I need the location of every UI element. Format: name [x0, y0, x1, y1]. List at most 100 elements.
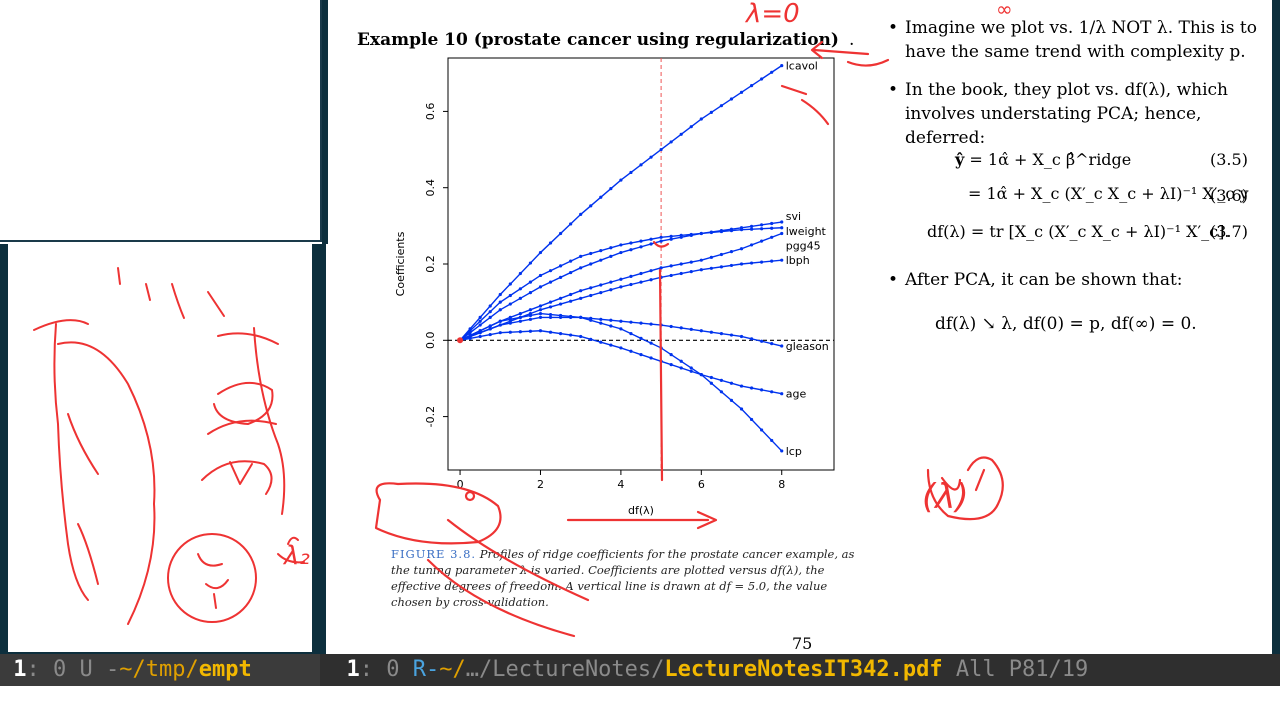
series-point-lbph — [689, 270, 693, 274]
modeline-right[interactable]: 1: 0 R-~/…/LectureNotes/LectureNotesIT34… — [320, 654, 1280, 686]
series-point-pgg45 — [659, 266, 663, 270]
series-point-lweight — [528, 291, 533, 295]
series-point-lweight — [589, 262, 593, 266]
window-number: 1 — [346, 657, 360, 682]
series-point-pgg45 — [629, 274, 633, 278]
page-position: All P81/19 — [942, 657, 1089, 682]
caption-lead: FIGURE 3.8. — [391, 547, 477, 561]
ink-side-note: λ₂ — [282, 541, 310, 571]
y-tick-label: 0.4 — [424, 179, 437, 197]
series-point-gleason — [488, 327, 492, 331]
series-point-lcavol — [508, 282, 512, 286]
series-point-lweight — [619, 250, 623, 255]
series-point-lbph — [538, 308, 543, 312]
series-point-age — [739, 384, 744, 388]
series-point-pgg45 — [558, 296, 563, 300]
caption-body: Profiles of ridge coefficients for the p… — [391, 547, 855, 609]
pdf-page[interactable] — [328, 0, 1272, 654]
series-point-age — [639, 353, 643, 357]
series-point-lweight — [699, 231, 703, 236]
series-point-lbph — [709, 266, 713, 270]
series-point-lcavol — [548, 241, 553, 245]
window-divider[interactable] — [322, 0, 328, 244]
series-point-age — [538, 329, 543, 333]
series-point-lcp — [619, 327, 623, 331]
series-point-lcavol — [739, 90, 744, 94]
y-tick-label: 0.6 — [424, 103, 437, 121]
series-point-pgg45 — [639, 271, 643, 276]
series-point-age — [609, 343, 613, 347]
x-tick-label: 8 — [778, 478, 785, 491]
series-point-lbph — [699, 268, 703, 272]
window-divider-bottom[interactable] — [312, 244, 326, 654]
series-label-lcp: lcp — [786, 445, 802, 458]
buffer-path: ~/tmp/ — [119, 657, 199, 682]
series-point-lweight — [548, 280, 553, 284]
series-label-gleason: gleason — [786, 340, 829, 353]
series-point-lcavol — [498, 292, 502, 297]
series-point-lcp — [488, 324, 492, 328]
series-point-pgg45 — [719, 252, 724, 257]
buffer-name: LectureNotesIT342.pdf — [664, 657, 943, 682]
series-point-pgg45 — [599, 283, 603, 287]
series-point-lcp — [729, 398, 734, 402]
series-point-gleason — [639, 321, 643, 325]
series-point-lweight — [599, 258, 603, 262]
series-point-lcavol — [589, 204, 593, 208]
bullet-marker-1: • — [888, 18, 899, 38]
series-point-svi — [569, 259, 573, 263]
series-point-lcavol — [659, 147, 663, 152]
series-point-svi — [599, 249, 603, 253]
series-point-gleason — [689, 327, 693, 331]
series-point-lcavol — [478, 315, 482, 320]
series-point-age — [619, 346, 623, 350]
minibuffer[interactable] — [0, 686, 1280, 720]
equation-3-7: df(λ) = tr [X_c (X′_c X_c + λI)⁻¹ X′_c]. — [927, 222, 1230, 241]
series-point-svi — [749, 224, 754, 228]
series-point-lweight — [518, 296, 522, 300]
series-point-age — [770, 390, 774, 394]
series-point-lcavol — [770, 70, 774, 74]
series-point-svi — [770, 221, 774, 226]
series-point-lcavol — [629, 170, 633, 175]
series-point-svi — [548, 269, 553, 273]
series-point-lcp — [649, 341, 653, 345]
series-point-lcavol — [780, 64, 784, 68]
ink-lambda-zero: λ=0 — [744, 0, 800, 29]
equation-3-5: ŷ = 1α̂ + X_c β̂^ridge — [955, 150, 1132, 169]
series-point-lweight — [709, 230, 713, 235]
modeline-left[interactable]: 1: 0 U -~/tmp/empt — [0, 654, 320, 686]
series-point-age — [548, 330, 553, 334]
series-point-lcp — [699, 373, 703, 377]
series-point-lbph — [609, 288, 613, 292]
series-point-pgg45 — [538, 304, 543, 308]
path-prefix: ~/ — [439, 657, 466, 682]
series-point-svi — [669, 234, 673, 238]
series-point-lweight — [770, 226, 774, 230]
series-point-gleason — [679, 326, 683, 330]
series-point-lcp — [719, 390, 724, 394]
series-point-lbph — [770, 259, 774, 263]
series-point-lweight — [498, 308, 502, 312]
series-point-age — [518, 330, 522, 334]
series-point-gleason — [538, 315, 543, 320]
series-point-lweight — [488, 315, 492, 320]
series-point-svi — [629, 241, 633, 245]
series-label-lcavol: lcavol — [786, 60, 818, 73]
series-point-lcp — [709, 381, 713, 385]
freehand-drawing[interactable] — [8, 244, 312, 652]
series-point-pgg45 — [689, 260, 693, 264]
series-point-lweight — [689, 233, 693, 237]
series-point-gleason — [649, 322, 653, 326]
series-label-lbph: lbph — [786, 254, 810, 267]
series-point-gleason — [528, 317, 533, 321]
series-label-age: age — [786, 388, 807, 401]
series-point-gleason — [729, 333, 734, 337]
scratch-buffer-top[interactable] — [0, 0, 322, 242]
series-point-lbph — [679, 271, 683, 276]
series-point-lcp — [528, 313, 533, 318]
series-point-lcp — [599, 321, 603, 325]
drawing-canvas[interactable] — [8, 244, 312, 652]
series-point-age — [689, 369, 693, 373]
